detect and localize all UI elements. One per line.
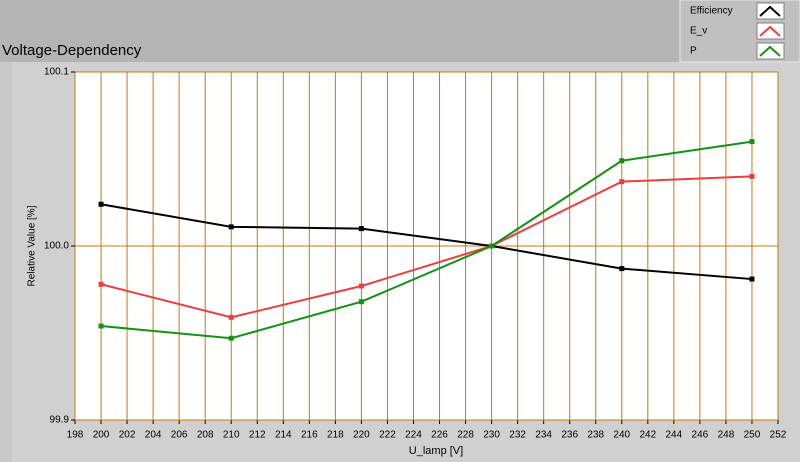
data-point: [489, 243, 495, 249]
y-axis-label: Relative Value [%]: [27, 205, 38, 286]
chart-title: Voltage-Dependency: [2, 42, 142, 59]
x-tick-label: 250: [744, 430, 761, 441]
data-point: [358, 283, 364, 289]
x-tick-label: 226: [431, 430, 448, 441]
y-tick-label: 99.9: [50, 415, 70, 426]
data-point: [228, 314, 234, 320]
x-tick-label: 200: [93, 430, 110, 441]
data-point: [228, 224, 234, 230]
x-tick-label: 202: [119, 430, 136, 441]
data-point: [749, 276, 755, 282]
legend-swatch-bg: [756, 42, 785, 60]
x-tick-label: 232: [509, 430, 526, 441]
x-tick-label: 248: [718, 430, 735, 441]
x-tick-label: 218: [327, 430, 344, 441]
legend-label: Efficiency: [690, 6, 733, 17]
x-tick-label: 220: [353, 430, 370, 441]
data-point: [749, 173, 755, 179]
x-tick-label: 224: [405, 430, 422, 441]
x-tick-label: 210: [223, 430, 240, 441]
x-tick-label: 204: [145, 430, 162, 441]
data-point: [619, 266, 625, 272]
x-tick-label: 208: [197, 430, 214, 441]
data-point: [228, 335, 234, 341]
x-tick-label: 214: [275, 430, 292, 441]
x-tick-label: 230: [483, 430, 500, 441]
data-point: [358, 299, 364, 305]
data-point: [98, 201, 104, 207]
x-tick-label: 242: [639, 430, 656, 441]
series-line: [100, 203, 753, 281]
x-axis-label: U_lamp [V]: [409, 445, 463, 457]
data-point: [619, 158, 625, 164]
series-line: [100, 140, 753, 340]
y-tick-label: 100.0: [44, 241, 69, 252]
data-point: [98, 323, 104, 329]
x-tick-label: 234: [535, 430, 552, 441]
x-tick-label: 216: [301, 430, 318, 441]
legend-label: E_v: [690, 26, 707, 37]
x-tick-label: 228: [457, 430, 474, 441]
legend-swatch: [759, 25, 781, 37]
x-tick-label: 252: [770, 430, 787, 441]
legend-swatch: [759, 45, 781, 57]
legend-label: P: [690, 46, 697, 57]
y-tick-label: 100.1: [44, 67, 69, 78]
data-point: [358, 226, 364, 232]
legend-swatch: [759, 5, 781, 17]
x-tick-label: 198: [67, 430, 84, 441]
x-tick-label: 206: [171, 430, 188, 441]
legend-swatch-bg: [756, 22, 785, 40]
x-tick-label: 244: [666, 430, 683, 441]
x-tick-label: 236: [561, 430, 578, 441]
x-tick-label: 212: [249, 430, 266, 441]
x-tick-label: 222: [379, 430, 396, 441]
data-point: [98, 281, 104, 287]
data-point: [749, 139, 755, 145]
x-tick-label: 246: [692, 430, 709, 441]
series-line: [100, 175, 753, 319]
x-tick-label: 240: [613, 430, 630, 441]
legend-swatch-bg: [756, 2, 785, 20]
data-point: [619, 179, 625, 185]
x-tick-label: 238: [587, 430, 604, 441]
